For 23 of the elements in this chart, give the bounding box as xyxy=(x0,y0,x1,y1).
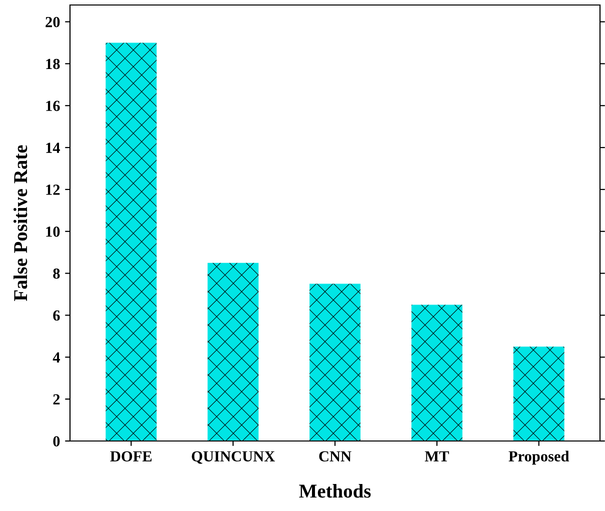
x-tick-label: CNN xyxy=(319,451,352,462)
bar xyxy=(106,42,157,441)
bar xyxy=(310,284,360,441)
x-tick-label: QUINCUNX xyxy=(192,451,275,464)
y-tick-label: 0 xyxy=(53,436,60,446)
bar xyxy=(411,304,462,441)
y-axis-title: False Positive Rate xyxy=(13,145,28,301)
y-tick-label: 4 xyxy=(52,352,60,362)
y-tick-label: 16 xyxy=(46,100,60,112)
y-tick-label: 14 xyxy=(46,142,60,153)
y-tick-label: 12 xyxy=(46,184,60,195)
y-tick-label: 20 xyxy=(46,16,60,28)
bar xyxy=(208,262,259,441)
y-tick-label: 18 xyxy=(46,58,60,70)
x-tick-label: MT xyxy=(424,451,449,462)
x-tick-label: Proposed xyxy=(508,450,570,465)
y-tick-label: 10 xyxy=(46,226,60,237)
y-tick-label: 8 xyxy=(53,268,60,279)
x-axis-title: Methods xyxy=(299,484,371,498)
bar xyxy=(513,346,564,441)
y-tick-label: 2 xyxy=(53,394,60,404)
y-tick-label: 6 xyxy=(53,310,60,321)
x-tick-label: DOFE xyxy=(110,451,152,462)
